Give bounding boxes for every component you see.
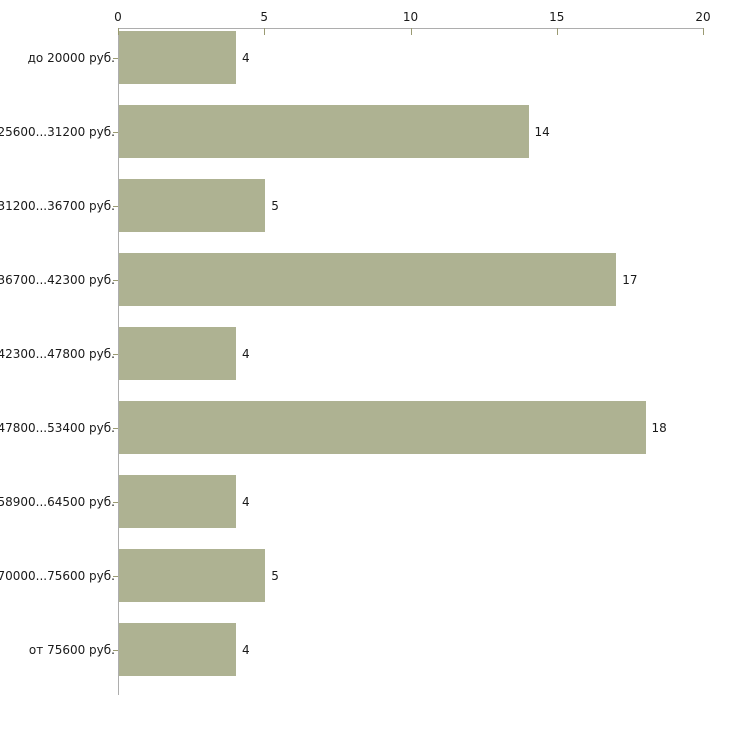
bar[interactable]	[119, 401, 646, 454]
y-axis-tick	[113, 502, 118, 503]
bar-value-label: 4	[242, 494, 250, 509]
y-axis-line	[118, 28, 119, 695]
category-label: 70000...75600 руб.	[0, 568, 115, 583]
x-axis-tick	[264, 28, 266, 35]
category-label: 47800...53400 руб.	[0, 420, 115, 435]
x-axis-tick-label: 5	[260, 10, 269, 24]
y-axis-tick	[113, 576, 118, 577]
bar-value-label: 17	[622, 272, 638, 287]
y-axis-tick	[113, 354, 118, 355]
bar[interactable]	[119, 549, 266, 602]
category-label: до 20000 руб.	[27, 50, 115, 65]
y-axis-tick	[113, 280, 118, 281]
x-axis-tick-label: 0	[114, 10, 122, 24]
category-label: 36700...42300 руб.	[0, 272, 115, 287]
category-label: 58900...64500 руб.	[0, 494, 115, 509]
category-label: 42300...47800 руб.	[0, 346, 115, 361]
x-axis-tick-label: 20	[695, 10, 711, 24]
y-axis-tick	[113, 428, 118, 429]
category-label: 31200...36700 руб.	[0, 198, 115, 213]
x-axis-tick-label: 10	[402, 10, 419, 24]
y-axis-tick	[113, 132, 118, 133]
bar[interactable]	[119, 327, 236, 380]
y-axis-tick	[113, 650, 118, 651]
bar-value-label: 18	[651, 420, 667, 435]
x-axis-tick	[410, 28, 412, 35]
bar[interactable]	[119, 31, 236, 84]
bar[interactable]	[119, 253, 617, 306]
bar[interactable]	[119, 105, 529, 158]
bar[interactable]	[119, 179, 266, 232]
y-axis-tick	[113, 206, 118, 207]
x-axis-tick	[556, 28, 558, 35]
bar[interactable]	[119, 623, 236, 676]
category-label: от 75600 руб.	[28, 642, 115, 657]
x-axis-tick	[118, 28, 119, 35]
category-label: 25600...31200 руб.	[0, 124, 115, 139]
x-axis-tick	[703, 28, 704, 35]
bar-value-label: 5	[271, 198, 279, 213]
bar[interactable]	[119, 475, 236, 528]
bar-value-label: 5	[271, 568, 279, 583]
x-axis-tick-label: 15	[549, 10, 565, 24]
bar-value-label: 4	[242, 346, 250, 361]
y-axis-tick	[113, 58, 118, 59]
bar-value-label: 4	[242, 50, 250, 65]
bar-value-label: 4	[242, 642, 250, 657]
bar-value-label: 14	[534, 124, 550, 139]
